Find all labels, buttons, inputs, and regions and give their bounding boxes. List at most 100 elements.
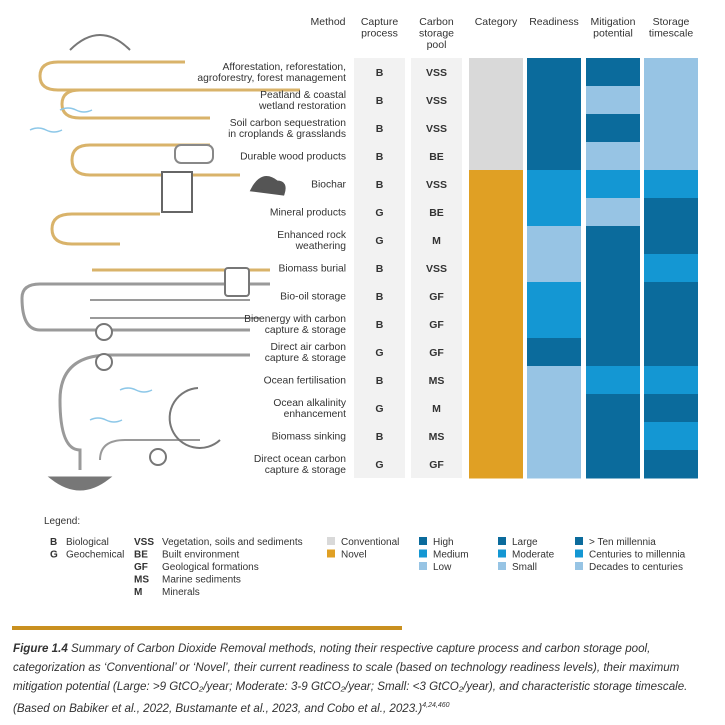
capture-code: B: [376, 319, 384, 331]
storage-cell: [644, 114, 698, 143]
caption: Figure 1.4 Summary of Carbon Dioxide Rem…: [13, 639, 713, 718]
figure: Method Capture process Carbon storage pool Cat…: [12, 16, 698, 630]
legend-label: Moderate: [512, 550, 555, 561]
method-label: Mineral products: [270, 208, 346, 219]
legend-swatch: [419, 549, 427, 558]
method-line: in croplands & grasslands: [228, 129, 346, 140]
header-line: timescale: [649, 28, 694, 40]
mitigation-cell: [586, 394, 640, 423]
storage-cell: [644, 198, 698, 227]
legend-label: Biological: [66, 537, 109, 548]
method-line: agroforestry, forest management: [197, 73, 346, 84]
method-line: enhancement: [284, 409, 347, 420]
legend-code: B: [50, 537, 57, 548]
legend-label: Novel: [341, 550, 367, 561]
legend-swatch: [327, 537, 335, 545]
column-header: Storage timescale: [649, 16, 694, 40]
pool-code: MS: [429, 431, 445, 443]
header-line: Storage: [653, 16, 690, 28]
pool-code: VSS: [426, 123, 447, 135]
legend-swatch: [419, 537, 427, 545]
capture-code: B: [376, 431, 384, 443]
legend-code: G: [50, 550, 58, 561]
header-line: Carbon: [419, 16, 454, 28]
storage-cell: [644, 254, 698, 283]
pool-code: M: [432, 235, 441, 247]
method-line: Enhanced rock: [277, 230, 347, 241]
grid: Method Capture process Carbon storage pool Cat…: [197, 16, 698, 479]
legend-code: BE: [134, 550, 148, 561]
category-cell: [469, 198, 523, 227]
method-label: Durable wood products: [240, 152, 346, 163]
method-label: Biomass burial: [278, 264, 346, 275]
capture-code: G: [375, 459, 383, 471]
mitigation-cell: [586, 338, 640, 367]
readiness-cell: [527, 450, 581, 479]
method-line: Bio-oil storage: [280, 292, 346, 303]
readiness-cell: [527, 114, 581, 143]
mitigation-cell: [586, 254, 640, 283]
method-label: Biomass sinking: [272, 432, 347, 443]
category-cell: [469, 142, 523, 171]
method-line: Afforestation, reforestation,: [223, 62, 346, 73]
storage-cell: [644, 422, 698, 451]
legend-label: High: [433, 537, 454, 548]
legend-swatch: [498, 549, 506, 558]
legend-label: Geological formations: [162, 562, 259, 573]
readiness-cell: [527, 58, 581, 87]
method-label: Ocean alkalinity enhancement: [273, 398, 347, 420]
category-cell: [469, 422, 523, 451]
capture-code: G: [375, 403, 383, 415]
category-cell: [469, 394, 523, 423]
storage-cell: [644, 310, 698, 339]
method-line: Biomass sinking: [272, 432, 347, 443]
legend-label: Geochemical: [66, 550, 124, 561]
header-line: Method: [310, 16, 345, 28]
method-line: Biochar: [311, 180, 346, 191]
capture-code: G: [375, 207, 383, 219]
capture-code: B: [376, 123, 384, 135]
storage-cell: [644, 366, 698, 395]
category-cell: [469, 114, 523, 143]
mitigation-cell: [586, 58, 640, 87]
storage-cell: [644, 58, 698, 87]
method-line: Direct ocean carbon: [254, 454, 346, 465]
pool-code: BE: [429, 151, 444, 163]
method-line: Ocean alkalinity: [273, 398, 347, 409]
legend-swatch: [575, 549, 583, 558]
legend-swatch: [498, 537, 506, 545]
readiness-cell: [527, 310, 581, 339]
column-backgrounds: [354, 58, 462, 478]
method-line: capture & storage: [265, 353, 347, 364]
legend-swatch: [575, 562, 583, 570]
legend: Legend: B Biological G Geochemical VSS Vegetat…: [44, 516, 686, 598]
category-cell: [469, 226, 523, 255]
capture-code: G: [375, 235, 383, 247]
header-line: Category: [475, 16, 518, 28]
method-label: Biochar: [311, 180, 346, 191]
column-header: Readiness: [529, 16, 579, 28]
method-line: Ocean fertilisation: [264, 376, 347, 387]
storage-cell: [644, 282, 698, 311]
caption-text: Summary of Carbon Dioxide Removal method…: [13, 642, 688, 715]
readiness-cell: [527, 422, 581, 451]
column-header: Capture process: [361, 16, 399, 40]
legend-swatch: [575, 537, 583, 545]
mitigation-cell: [586, 366, 640, 395]
legend-swatch: [327, 549, 335, 558]
storage-cell: [644, 142, 698, 171]
readiness-cell: [527, 282, 581, 311]
method-line: Durable wood products: [240, 152, 346, 163]
legend-label: Built environment: [162, 550, 239, 561]
legend-code: VSS: [134, 537, 154, 548]
legend-label: Centuries to millennia: [589, 550, 686, 561]
method-line: capture & storage: [265, 465, 347, 476]
header-line: process: [361, 28, 398, 40]
readiness-cell: [527, 366, 581, 395]
method-label: Bio-oil storage: [280, 292, 346, 303]
pool-code: M: [432, 403, 441, 415]
mitigation-cell: [586, 170, 640, 199]
method-line: Direct air carbon: [270, 342, 346, 353]
method-line: weathering: [295, 241, 347, 252]
